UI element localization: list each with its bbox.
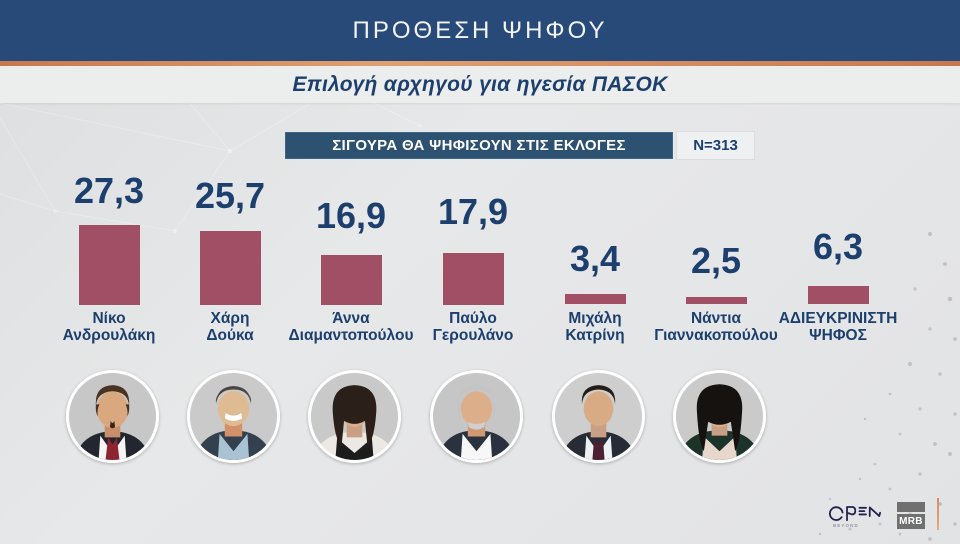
svg-text:BEYOND: BEYOND — [833, 523, 859, 528]
